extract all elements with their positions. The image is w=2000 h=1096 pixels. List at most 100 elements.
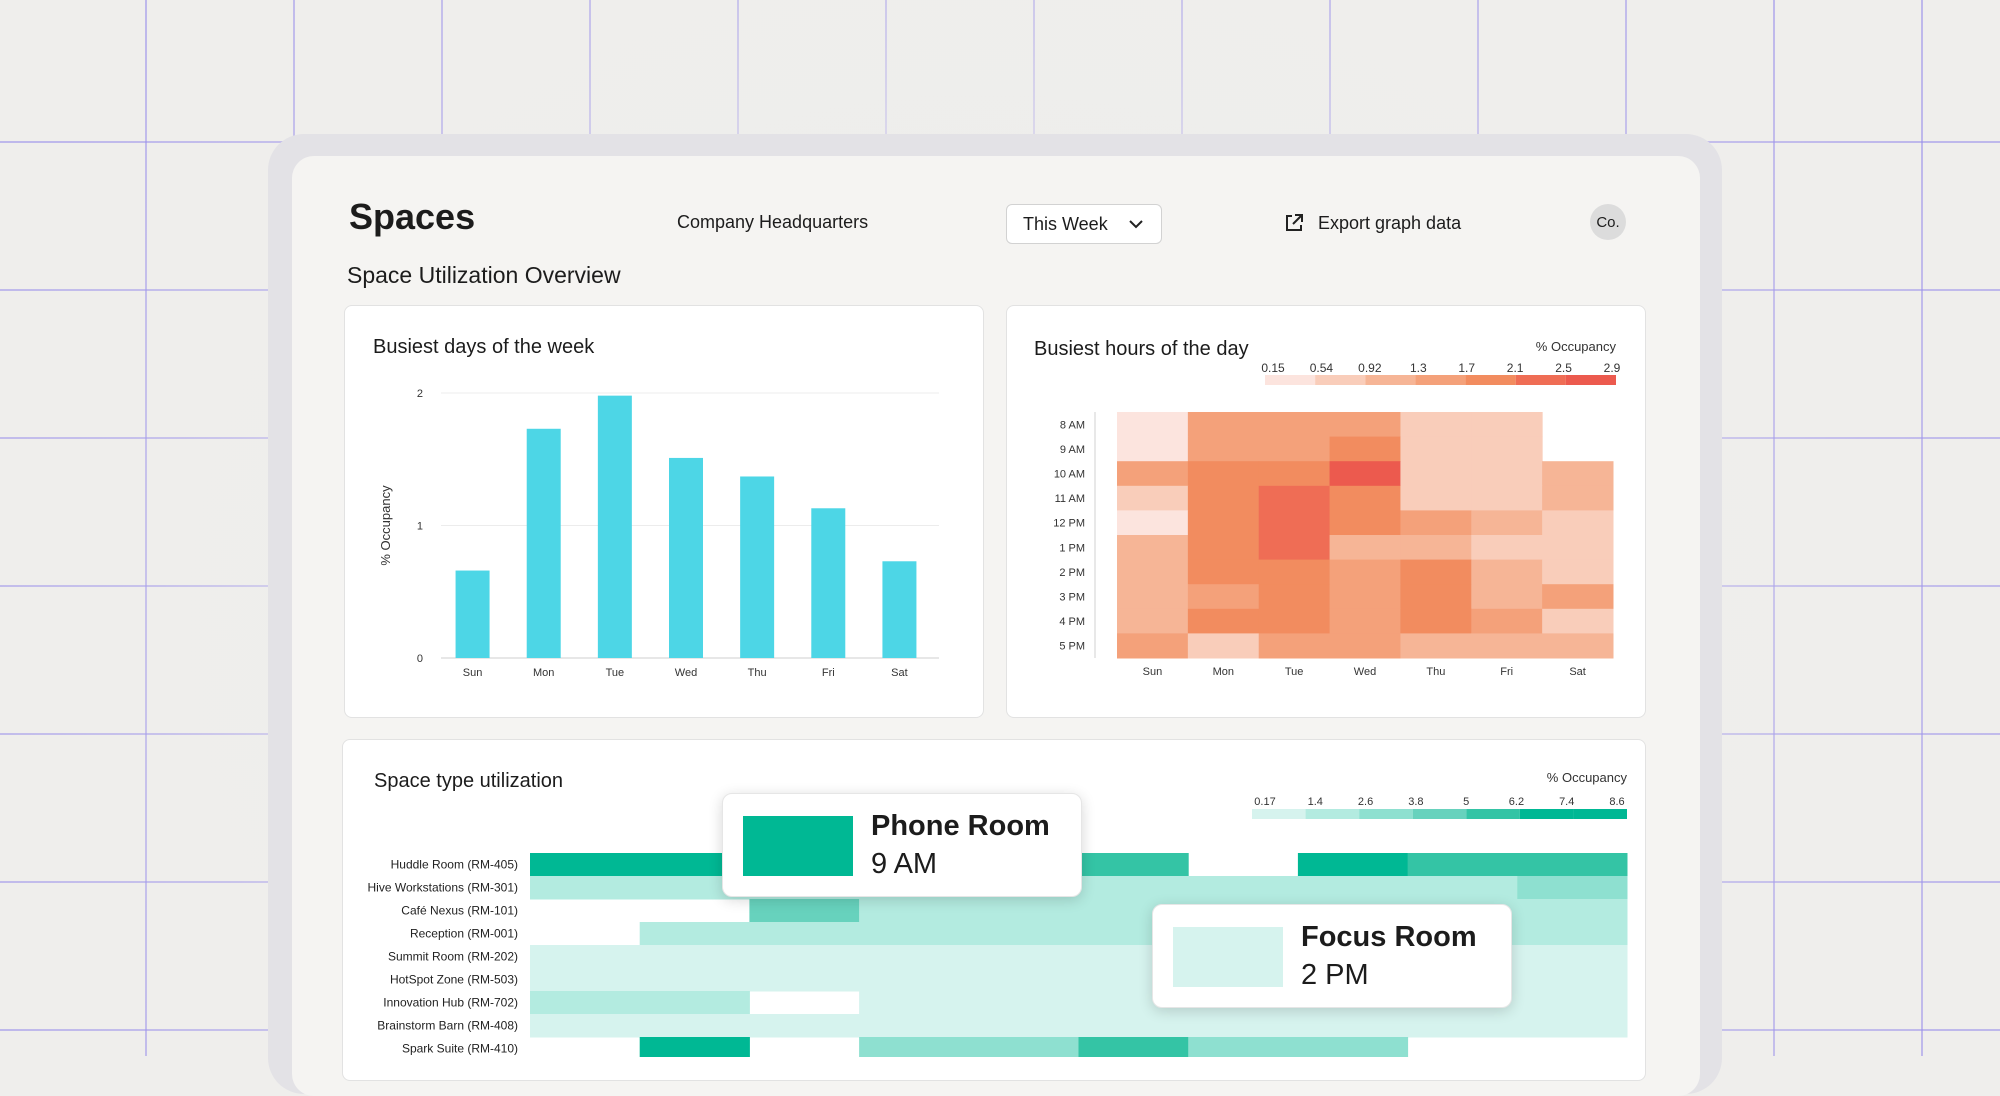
heat-cell [1400, 633, 1472, 659]
period-value: This Week [1023, 213, 1108, 234]
tooltip-swatch [743, 816, 853, 876]
x-tick-label: Tue [1285, 666, 1304, 678]
legend-label: 1.7 [1458, 361, 1475, 375]
legend-swatch [1415, 375, 1466, 385]
bar [455, 570, 490, 658]
heat-cell [1517, 876, 1628, 900]
legend-label: 2.9 [1604, 361, 1621, 375]
heat-cell [1471, 608, 1543, 634]
heat-cell [1517, 853, 1628, 877]
heat-cell [1187, 436, 1260, 462]
heat-cell [1187, 485, 1260, 511]
section-title: Space Utilization Overview [347, 262, 621, 288]
legend-swatch [1315, 375, 1366, 385]
legend-label: 6.2 [1509, 796, 1524, 808]
heat-cell [1258, 436, 1331, 462]
heat-cell [639, 1014, 750, 1038]
legend-label: 0.17 [1254, 796, 1275, 808]
x-tick-label: Sat [891, 667, 908, 679]
tooltip-swatch [1173, 927, 1283, 987]
y-tick-label: 2 PM [1059, 567, 1085, 579]
legend-label: 0.92 [1358, 361, 1382, 375]
heat-cell [1471, 485, 1543, 511]
row-label: Brainstorm Barn (RM-408) [377, 1019, 518, 1033]
heat-cell [1407, 876, 1518, 900]
heat-cell [1258, 461, 1331, 487]
heat-cell [1297, 1014, 1409, 1038]
heat-cell [1117, 535, 1189, 561]
heat-cell [1517, 899, 1628, 923]
heat-cell [1400, 584, 1472, 610]
heat-cell [1078, 1014, 1189, 1038]
heat-cell [1407, 1014, 1518, 1038]
avatar[interactable]: Co. [1590, 204, 1626, 240]
legend-label: 1.3 [1410, 361, 1427, 375]
y-tick-label: 1 PM [1059, 542, 1085, 554]
x-tick-label: Fri [822, 667, 835, 679]
heat-cell [530, 853, 641, 877]
heat-cell [968, 899, 1079, 923]
heat-cell [1117, 608, 1189, 634]
heat-cell [530, 991, 641, 1015]
heat-cell [1471, 535, 1543, 561]
x-tick-label: Tue [606, 667, 625, 679]
heat-cell [1400, 510, 1472, 536]
location-label[interactable]: Company Headquarters [677, 212, 869, 232]
legend-label: 7.4 [1559, 796, 1574, 808]
x-tick-label: Wed [675, 667, 697, 679]
heat-cell [1400, 535, 1472, 561]
heat-cell [1471, 584, 1543, 610]
heat-cell [859, 1014, 970, 1038]
heat-cell [1187, 608, 1260, 634]
heat-cell [1407, 853, 1518, 877]
heat-cell [530, 968, 641, 992]
legend-label: 1.4 [1308, 796, 1323, 808]
heat-cell [968, 1037, 1079, 1057]
legend-swatch [1412, 809, 1467, 819]
heat-cell [1078, 853, 1189, 877]
legend-label: 3.8 [1408, 796, 1423, 808]
space-type-heatmap: % Occupancy 0.17 1.4 2.6 3.8 5 6.2 7.4 8.6 Huddle… [368, 770, 1628, 1057]
heat-cell [1400, 412, 1472, 438]
heat-cell [1471, 559, 1543, 585]
heat-cell [1258, 485, 1331, 511]
row-label: Summit Room (RM-202) [388, 950, 518, 964]
heat-cell [1117, 461, 1189, 487]
export-button[interactable]: Export graph data [1284, 208, 1461, 238]
heat-cell [1188, 1037, 1299, 1057]
heat-cell [1542, 461, 1614, 487]
row-label: HotSpot Zone (RM-503) [390, 973, 518, 987]
heat-cell [968, 991, 1079, 1015]
heat-cell [859, 1037, 970, 1057]
y-tick-label: 8 AM [1060, 419, 1085, 431]
period-select[interactable]: This Week [1006, 204, 1162, 244]
heat-cell [1187, 633, 1260, 659]
heat-cell [1329, 608, 1401, 634]
page-title: Spaces [349, 196, 476, 237]
heat-cell [1117, 485, 1189, 511]
heat-cell [1258, 510, 1331, 536]
heat-cell [1258, 584, 1331, 610]
busiest-hours-heatmap: % Occupancy 0.15 0.54 0.92 1.3 1.7 2.1 2.5 2.9 8 … [1053, 339, 1621, 678]
y-tick-label: 1 [417, 521, 423, 533]
heat-cell [1329, 633, 1401, 659]
y-tick-label: 12 PM [1053, 518, 1085, 530]
heat-cell [749, 899, 860, 923]
heat-cell [1517, 922, 1628, 946]
legend-title: % Occupancy [1547, 770, 1628, 785]
heat-cell [1329, 485, 1401, 511]
heat-cell [968, 968, 1079, 992]
heat-cell [1078, 876, 1189, 900]
heat-cell [1078, 1037, 1189, 1057]
legend-swatch [1359, 809, 1413, 819]
legend-swatch [1252, 809, 1306, 819]
row-label: Innovation Hub (RM-702) [383, 996, 518, 1010]
heat-cell [1187, 510, 1260, 536]
heat-cell [749, 945, 860, 969]
tooltip-subtitle: 2 PM [1301, 959, 1369, 991]
legend-label: 8.6 [1609, 796, 1624, 808]
row-label: Hive Workstations (RM-301) [368, 881, 518, 895]
legend-swatch [1305, 809, 1360, 819]
heat-cell [1542, 535, 1614, 561]
legend-swatch [1519, 809, 1574, 819]
